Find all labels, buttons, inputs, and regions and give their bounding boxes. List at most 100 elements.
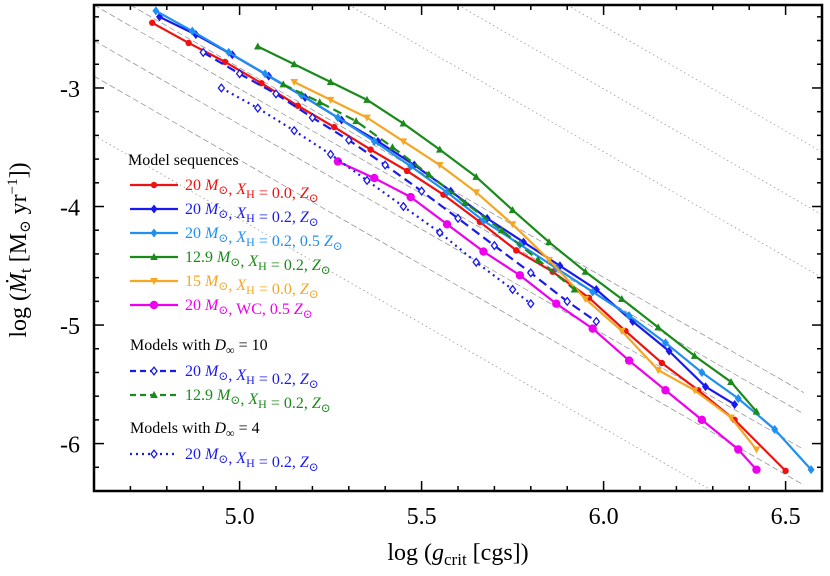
series-9-point: [526, 298, 535, 309]
series-8-point: [388, 143, 397, 151]
series-6-point: [515, 271, 525, 280]
series-6-point: [661, 386, 670, 395]
guide-lines: [94, 5, 822, 491]
x-tick-label: 6.0: [589, 504, 619, 530]
axis-ticks: [94, 5, 823, 492]
y-tick-label: -6: [60, 433, 80, 459]
series-1-point: [149, 19, 156, 26]
y-tick-label: -5: [60, 314, 80, 340]
series-8-point: [497, 226, 506, 234]
series-4-point: [654, 323, 662, 331]
series-6-point: [552, 299, 561, 308]
series-4-point: [508, 206, 517, 214]
series-8-point: [570, 285, 579, 293]
legend-label: 12.9 M⊙, XH = 0.2, Z⊙: [185, 249, 331, 277]
x-tick-label: 5.0: [225, 504, 255, 530]
legend-heading-dinf-10: Models with D∞ = 10: [130, 337, 268, 357]
legend-heading-model-sequences: Model sequences: [128, 152, 239, 169]
legend-label: 15 M⊙, XH = 0.0, Z⊙: [185, 273, 319, 301]
series-4-point: [581, 267, 590, 275]
series-1-point: [658, 359, 666, 367]
legend-marker: [150, 391, 158, 398]
series-8-point: [352, 117, 360, 125]
series-9-point: [253, 103, 262, 113]
series-9-point: [472, 257, 481, 268]
legend-entry: 12.9 M⊙, XH = 0.2, Z⊙: [130, 249, 331, 277]
series-1-point: [294, 102, 302, 109]
series-4-point: [363, 95, 371, 103]
series-1-point: [782, 467, 789, 475]
series-5-point: [326, 96, 335, 104]
guide-line: [94, 75, 804, 486]
legend-label: 20 M⊙, XH = 0.0, Z⊙: [185, 177, 319, 205]
legend-label: 20 M⊙, XH = 0.2, Z⊙: [185, 446, 319, 474]
series-5-point: [436, 162, 444, 170]
series-5-point: [618, 327, 626, 335]
series-5-point: [472, 189, 480, 197]
guide-line: [94, 135, 713, 491]
series-3-point: [698, 367, 706, 377]
guide-line: [348, 5, 822, 278]
legend-marker: [150, 366, 158, 376]
series-5-point: [690, 387, 699, 395]
series-1: [149, 19, 789, 475]
y-tick-label: -4: [60, 196, 80, 222]
series-5-point: [363, 114, 371, 122]
series-8-point: [279, 80, 288, 88]
series-5: [290, 79, 761, 454]
series-3-point: [625, 311, 633, 321]
series-3-point: [152, 6, 160, 16]
guide-line: [94, 5, 804, 415]
series-1-point: [513, 247, 520, 254]
legend-marker: [150, 449, 158, 459]
series-6: [333, 157, 761, 474]
legend-marker: [150, 253, 158, 260]
plot-frame: [92, 3, 824, 493]
series-4-point: [436, 145, 444, 153]
series-7-line: [202, 51, 597, 323]
series-7: [199, 47, 601, 327]
series-4-point: [472, 172, 480, 180]
legend-marker: [150, 278, 158, 285]
guide-line: [457, 5, 822, 216]
series-1-point: [403, 167, 411, 175]
x-tick-label: 5.5: [407, 504, 437, 530]
x-tick-labels: 5.0 5.5 6.0 6.5: [225, 504, 801, 530]
series-layer: [149, 6, 815, 475]
series-3-point: [661, 338, 669, 348]
x-axis-label: log (gcrit [cgs]): [387, 540, 528, 569]
series-5-point: [654, 367, 662, 375]
series-4-point: [326, 78, 335, 86]
series-4-point: [254, 42, 262, 50]
series-9-point: [435, 227, 444, 238]
series-9-point: [508, 284, 517, 295]
series-2-point: [731, 399, 739, 409]
series-7-point: [563, 296, 572, 307]
series-7-point: [344, 135, 353, 145]
series-8: [279, 80, 579, 293]
series-4-point: [545, 238, 553, 246]
legend-entry: 20 M⊙, XH = 0.2, Z⊙: [130, 201, 319, 229]
guide-line: [567, 5, 822, 153]
series-5-point: [581, 295, 590, 303]
series-7-point: [272, 89, 280, 99]
legend-entry: 15 M⊙, XH = 0.0, Z⊙: [130, 273, 319, 301]
series-9: [217, 83, 535, 309]
series-4: [254, 42, 761, 415]
series-6-point: [442, 220, 452, 229]
series-6-point: [624, 356, 634, 365]
series-1-point: [331, 123, 338, 131]
guide-line: [130, 5, 804, 393]
series-6-point: [333, 157, 343, 166]
series-7-point: [490, 240, 499, 251]
series-7-point: [526, 268, 535, 278]
series-3-point: [807, 465, 815, 475]
series-8-point: [461, 198, 470, 206]
series-6-point: [588, 324, 597, 333]
legend-entry: 12.9 M⊙, XH = 0.2, Z⊙: [130, 387, 331, 415]
series-6-point: [406, 192, 415, 202]
legend-entry: 20 M⊙, XH = 0.2, Z⊙: [130, 363, 319, 391]
series-1-line: [151, 21, 787, 472]
series-4-point: [752, 407, 761, 415]
